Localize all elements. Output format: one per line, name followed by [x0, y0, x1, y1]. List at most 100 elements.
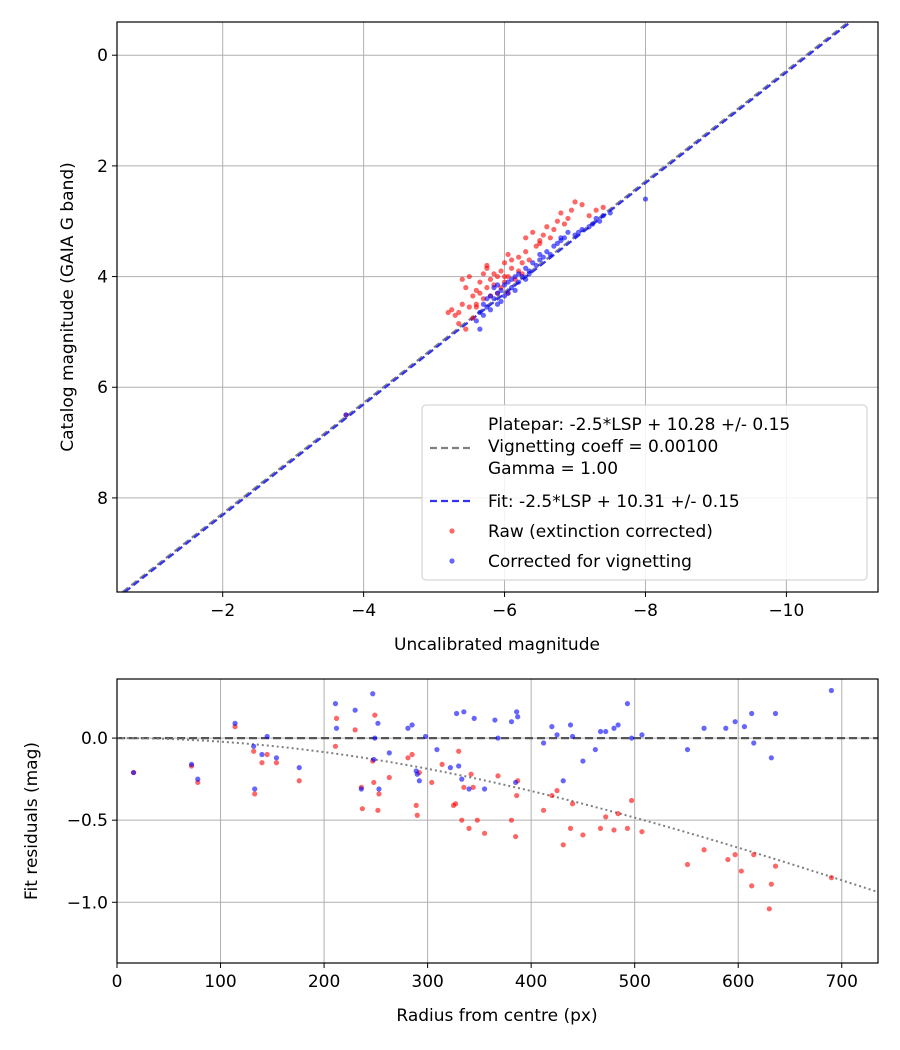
corrected-residual-point — [454, 710, 460, 717]
raw-data-point — [473, 304, 479, 310]
corrected-residual-point — [188, 761, 195, 767]
corrected-data-point — [487, 293, 494, 299]
corrected-residual-point — [232, 720, 238, 726]
raw-data-point — [470, 315, 476, 321]
corrected-data-point — [512, 273, 518, 280]
corrected-residual-point — [741, 724, 748, 730]
corrected-residual-point — [471, 715, 477, 721]
raw-data-point — [526, 257, 532, 263]
raw-residual-point — [554, 788, 560, 794]
corrected-residual-point — [332, 701, 339, 707]
raw-residual-point — [684, 861, 691, 868]
corrected-residual-point — [554, 732, 560, 738]
raw-data-point — [445, 309, 451, 316]
legend: Platepar: -2.5*LSP + 10.28 +/- 0.15 Vign… — [421, 404, 868, 581]
corrected-data-point — [480, 301, 487, 307]
bottom-x-tick-label: 100 — [204, 972, 236, 992]
top-y-tick-label: 4 — [97, 268, 108, 288]
raw-data-point — [466, 273, 472, 280]
raw-residual-point — [413, 802, 419, 809]
raw-data-point — [484, 262, 490, 269]
corrected-data-point — [501, 282, 508, 288]
raw-residual-point — [628, 797, 635, 804]
corrected-residual-point — [352, 707, 358, 713]
raw-residual-point — [452, 801, 459, 807]
top-raw-points — [343, 199, 606, 418]
raw-data-point — [551, 226, 557, 233]
raw-data-point — [449, 307, 455, 313]
raw-residual-point — [749, 883, 755, 889]
corrected-residual-point — [422, 733, 429, 740]
corrected-data-point — [590, 221, 596, 227]
raw-data-point — [463, 285, 469, 291]
raw-data-point — [579, 202, 585, 208]
raw-residual-point — [569, 801, 576, 807]
raw-residual-point — [481, 830, 488, 836]
corrected-residual-point — [370, 691, 376, 697]
raw-residual-point — [508, 817, 515, 823]
corrected-residual-point — [624, 701, 631, 707]
legend-corrected-marker — [449, 558, 455, 564]
raw-residual-point — [259, 760, 265, 766]
raw-residual-point — [459, 817, 465, 823]
raw-data-point — [459, 276, 465, 282]
corrected-residual-point — [405, 725, 411, 731]
corrected-residual-point — [603, 728, 609, 735]
corrected-residual-point — [130, 769, 137, 776]
legend-raw-marker — [449, 528, 455, 534]
raw-residual-point — [615, 811, 621, 817]
corrected-residual-point — [251, 743, 257, 749]
corrected-data-point — [501, 293, 508, 299]
bottom-plot-frame — [116, 678, 879, 964]
top-x-tick-label: −8 — [633, 601, 658, 621]
corrected-residual-point — [549, 724, 555, 730]
corrected-residual-point — [447, 765, 453, 771]
raw-data-point — [456, 309, 462, 316]
raw-data-point — [456, 321, 462, 327]
bottom-x-tick-label: 600 — [722, 972, 754, 992]
corrected-residual-point — [434, 746, 440, 753]
raw-residual-point — [359, 806, 365, 812]
top-x-tick-label: −6 — [492, 601, 517, 621]
legend-raw-label: Raw (extinction corrected) — [488, 522, 713, 542]
top-y-tick-label: 0 — [97, 46, 108, 66]
corrected-data-point — [491, 296, 497, 302]
corrected-residual-point — [409, 722, 415, 728]
raw-data-point — [547, 235, 553, 241]
corrected-residual-point — [296, 765, 302, 771]
corrected-residual-point — [333, 725, 340, 731]
corrected-data-point — [491, 285, 497, 291]
corrected-data-point — [512, 287, 518, 293]
raw-residual-point — [461, 784, 467, 790]
raw-residual-point — [772, 863, 779, 869]
bottom-y-ticks: 0.0 −0.5 −1.0 — [67, 729, 117, 913]
raw-data-point — [501, 260, 508, 266]
raw-residual-point — [732, 852, 738, 858]
raw-data-point — [554, 218, 560, 224]
bottom-x-tick-label: 500 — [618, 972, 650, 992]
raw-data-point — [473, 287, 479, 293]
raw-data-point — [544, 224, 550, 230]
top-plot-frame — [116, 21, 879, 593]
corrected-data-point — [505, 290, 511, 296]
top-y-tick-label: 6 — [97, 378, 108, 398]
corrected-data-point — [516, 271, 522, 277]
raw-data-point — [516, 254, 522, 260]
corrected-data-point — [593, 215, 599, 222]
raw-data-point — [540, 232, 546, 238]
corrected-residual-point — [768, 755, 774, 761]
corrected-data-point — [498, 287, 504, 293]
raw-data-point — [586, 213, 592, 219]
corrected-residual-point — [723, 725, 729, 731]
corrected-data-point — [508, 285, 515, 291]
corrected-data-point — [477, 326, 483, 332]
corrected-residual-point — [639, 732, 645, 738]
top-x-tick-label: −4 — [351, 601, 376, 621]
top-x-ticks: −2 −4 −6 −8 −10 — [210, 592, 804, 621]
raw-residual-point — [470, 784, 476, 790]
raw-residual-point — [372, 712, 378, 718]
raw-data-point — [537, 240, 543, 246]
raw-residual-point — [580, 832, 586, 838]
raw-residual-point — [386, 774, 392, 781]
corrected-residual-point — [376, 786, 382, 792]
